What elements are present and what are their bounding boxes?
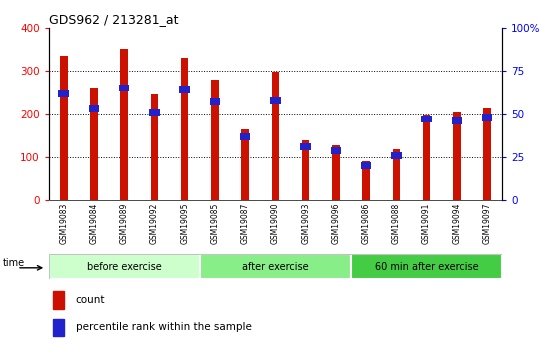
- Bar: [330, 147, 341, 154]
- Bar: [300, 143, 311, 150]
- Bar: [240, 133, 251, 140]
- Bar: [391, 152, 402, 159]
- Bar: [332, 145, 340, 200]
- Bar: [151, 95, 158, 200]
- Text: GSM19083: GSM19083: [59, 203, 68, 244]
- Bar: [179, 86, 190, 93]
- Bar: [58, 90, 69, 97]
- Text: GDS962 / 213281_at: GDS962 / 213281_at: [49, 13, 178, 27]
- Bar: [241, 129, 249, 200]
- Bar: [361, 162, 372, 169]
- Text: 60 min after exercise: 60 min after exercise: [375, 262, 478, 272]
- Text: GSM19085: GSM19085: [211, 203, 219, 244]
- Bar: [90, 88, 98, 200]
- Bar: [210, 98, 220, 105]
- Bar: [53, 319, 64, 336]
- Bar: [120, 49, 128, 200]
- Bar: [362, 161, 370, 200]
- Text: GSM19097: GSM19097: [483, 203, 491, 244]
- Text: GSM19095: GSM19095: [180, 203, 189, 244]
- Text: after exercise: after exercise: [242, 262, 309, 272]
- Text: GSM19091: GSM19091: [422, 203, 431, 244]
- Text: percentile rank within the sample: percentile rank within the sample: [76, 322, 252, 332]
- Bar: [421, 116, 432, 122]
- Text: GSM19088: GSM19088: [392, 203, 401, 244]
- Bar: [200, 254, 351, 279]
- Bar: [393, 149, 400, 200]
- Bar: [453, 112, 461, 200]
- Bar: [351, 254, 502, 279]
- Bar: [53, 292, 64, 308]
- Bar: [181, 58, 188, 200]
- Bar: [302, 140, 309, 200]
- Bar: [482, 114, 492, 121]
- Bar: [60, 56, 68, 200]
- Bar: [483, 108, 491, 200]
- Text: GSM19096: GSM19096: [332, 203, 340, 244]
- Bar: [272, 72, 279, 200]
- Text: GSM19089: GSM19089: [120, 203, 129, 244]
- Bar: [423, 115, 430, 200]
- Text: GSM19092: GSM19092: [150, 203, 159, 244]
- Text: GSM19090: GSM19090: [271, 203, 280, 244]
- Text: before exercise: before exercise: [87, 262, 161, 272]
- Bar: [211, 80, 219, 200]
- Bar: [270, 97, 281, 104]
- Text: count: count: [76, 295, 105, 305]
- Text: time: time: [3, 258, 24, 268]
- Text: GSM19094: GSM19094: [453, 203, 461, 244]
- Bar: [89, 105, 99, 112]
- Text: GSM19087: GSM19087: [241, 203, 249, 244]
- Bar: [49, 254, 200, 279]
- Bar: [451, 117, 462, 124]
- Bar: [119, 85, 130, 91]
- Text: GSM19093: GSM19093: [301, 203, 310, 244]
- Bar: [149, 109, 160, 116]
- Text: GSM19084: GSM19084: [90, 203, 98, 244]
- Text: GSM19086: GSM19086: [362, 203, 370, 244]
